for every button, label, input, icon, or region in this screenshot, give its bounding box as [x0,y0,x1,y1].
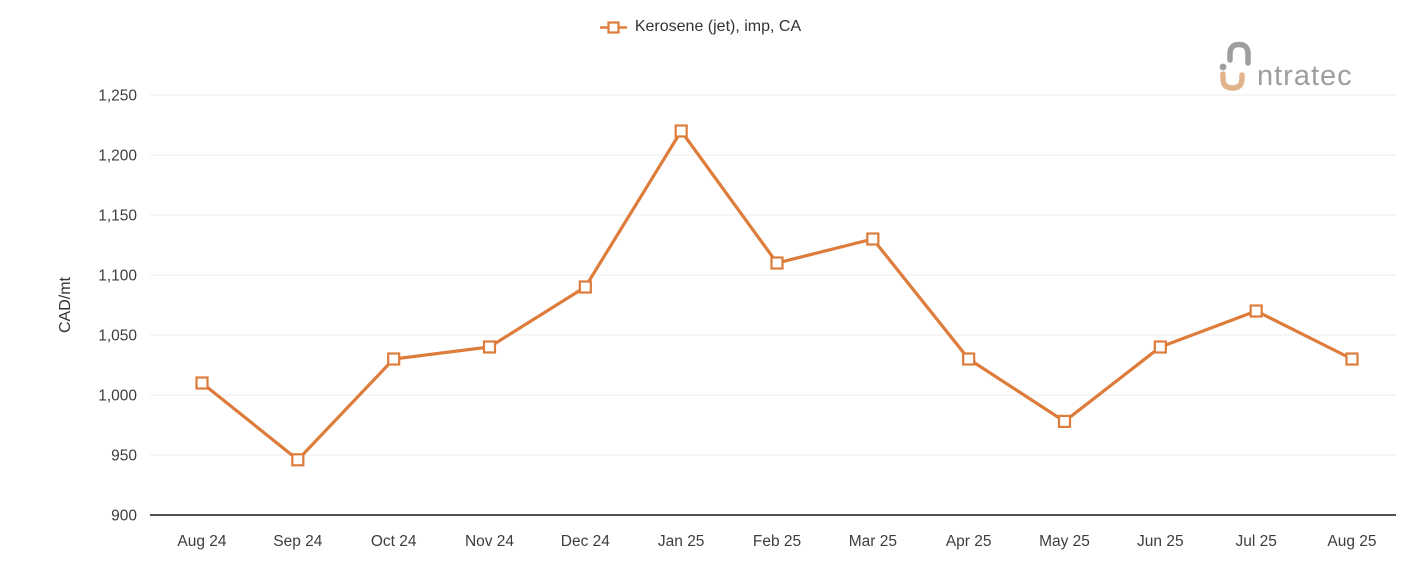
x-tick-label: Apr 25 [946,533,992,550]
series-line [200,128,1353,462]
x-tick-label: Dec 24 [561,533,610,550]
intratec-logo-mark-icon [1219,41,1251,91]
x-tick-label: Nov 24 [465,533,514,550]
x-tick-label: May 25 [1039,533,1090,550]
data-point-marker[interactable] [1249,304,1263,318]
data-point-marker[interactable] [482,340,497,354]
y-tick-label: 900 [111,508,137,525]
x-tick-label: Jan 25 [658,533,705,550]
y-tick-label: 1,250 [98,88,137,105]
data-point-marker[interactable] [578,280,592,294]
intratec-logo: ntratec [1216,40,1353,92]
data-point-marker[interactable] [1153,340,1167,354]
data-point-marker[interactable] [1057,414,1072,428]
logo-text: ntratec [1257,60,1353,92]
data-point-marker[interactable] [195,376,209,390]
y-tick-label: 1,200 [98,148,137,165]
data-point-marker[interactable] [674,124,688,138]
legend-label: Kerosene (jet), imp, CA [634,18,802,35]
x-tick-label: Jun 25 [1137,533,1184,550]
x-tick-label: Oct 24 [371,533,417,550]
y-tick-label: 1,050 [98,328,137,345]
data-point-marker[interactable] [962,352,976,366]
x-tick-label: Jul 25 [1235,533,1276,550]
x-tick-label: Aug 24 [177,533,227,550]
x-tick-label: Feb 25 [753,533,801,550]
legend-series-marker-icon [599,20,627,34]
x-tick-label: Mar 25 [849,533,897,550]
data-point-marker[interactable] [1345,352,1359,366]
y-tick-label: 1,150 [98,208,137,225]
x-tick-label: Sep 24 [273,533,323,550]
y-tick-label: 1,100 [98,268,137,285]
data-point-marker[interactable] [291,453,305,467]
y-tick-label: 1,000 [98,388,137,405]
data-point-marker[interactable] [866,232,880,246]
data-point-marker[interactable] [387,352,401,366]
x-tick-label: Aug 25 [1327,533,1376,550]
data-point-marker[interactable] [770,256,784,270]
legend-item-kerosene[interactable]: Kerosene (jet), imp, CA [0,18,1401,36]
y-tick-label: 950 [111,448,137,465]
